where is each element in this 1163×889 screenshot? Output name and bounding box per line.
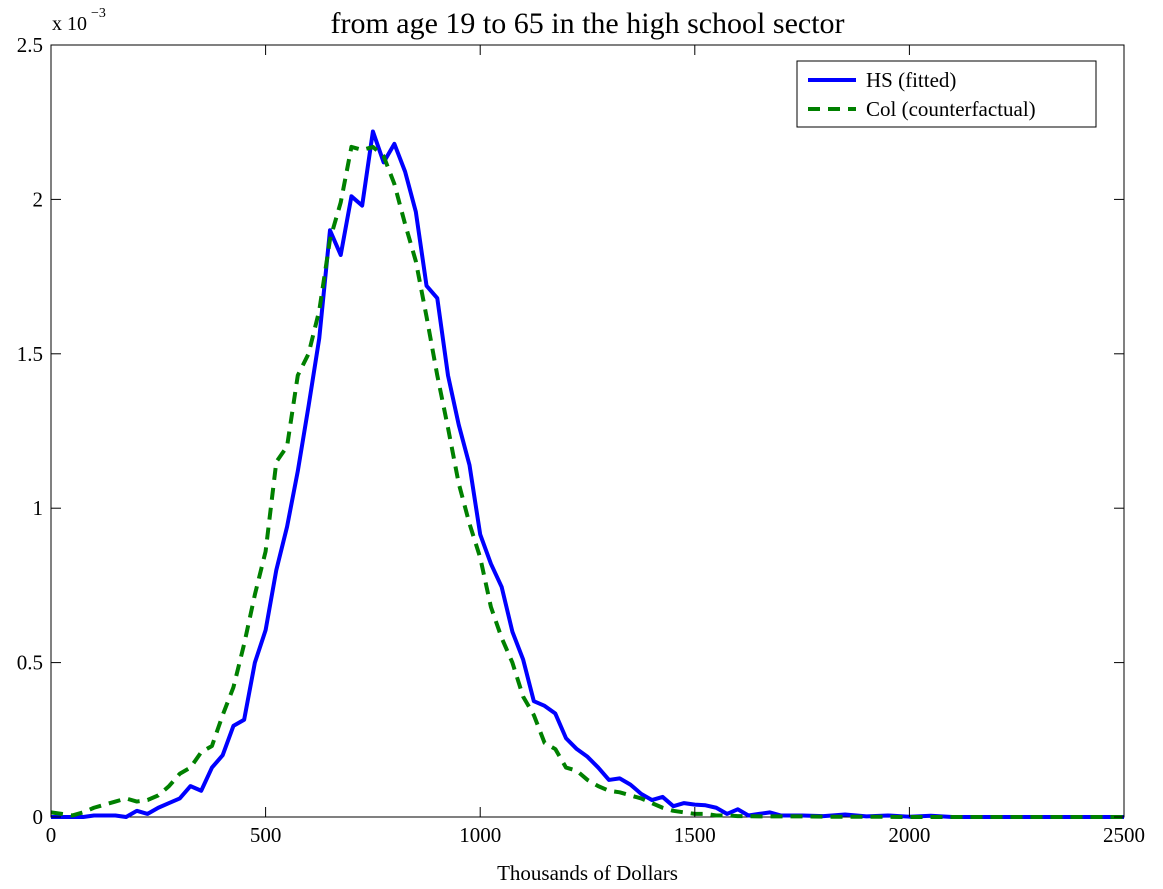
y-tick-label: 0 <box>33 805 44 829</box>
y-scale-exponent: −3 <box>91 6 106 21</box>
x-tick-label: 1000 <box>459 823 501 847</box>
y-tick-label: 1.5 <box>17 342 43 366</box>
legend-label: HS (fitted) <box>866 68 956 92</box>
series-line-col-counterfactual <box>50 144 1124 819</box>
y-tick-label: 2 <box>33 187 44 211</box>
x-tick-label: 2500 <box>1103 823 1145 847</box>
y-tick-label: 0.5 <box>17 651 43 675</box>
x-tick-label: 1500 <box>674 823 716 847</box>
y-tick-label: 2.5 <box>17 33 43 57</box>
chart-title: from age 19 to 65 in the high school sec… <box>330 7 844 40</box>
y-tick-label: 1 <box>33 496 44 520</box>
x-tick-label: 2000 <box>888 823 930 847</box>
plot-area <box>50 44 1125 818</box>
legend-box <box>796 60 1097 128</box>
x-axis-label: Thousands of Dollars <box>497 861 678 885</box>
series-line-hs-fitted <box>51 129 1124 819</box>
x-tick-label: 500 <box>250 823 282 847</box>
y-scale-multiplier: x 10 <box>52 13 87 35</box>
legend-label: Col (counterfactual) <box>866 97 1036 121</box>
x-tick-label: 0 <box>46 823 57 847</box>
